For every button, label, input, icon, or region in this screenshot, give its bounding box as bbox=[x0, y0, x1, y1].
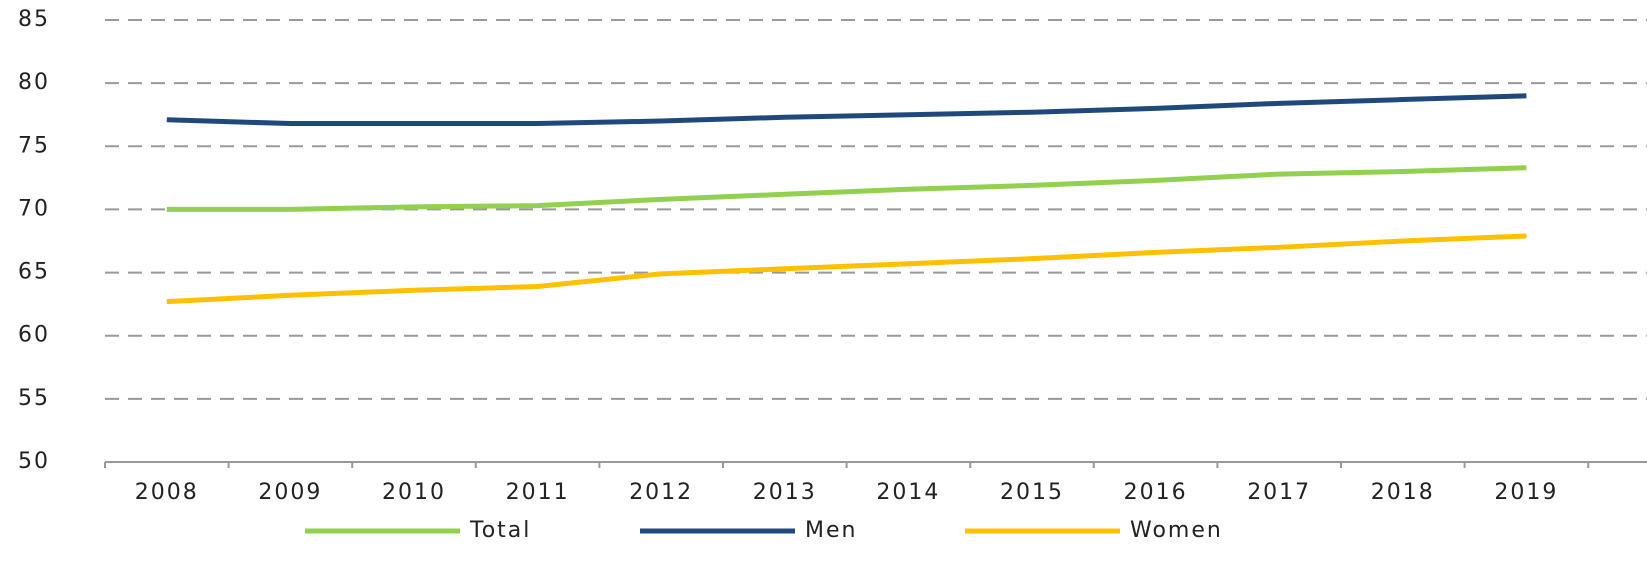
y-tick-label: 75 bbox=[18, 133, 50, 158]
y-tick-label: 60 bbox=[18, 323, 50, 348]
x-tick-label: 2016 bbox=[1124, 480, 1188, 505]
y-tick-label: 55 bbox=[18, 386, 50, 411]
legend-label: Total bbox=[469, 518, 531, 543]
series-line bbox=[166, 165, 1527, 212]
x-tick-label: 2011 bbox=[506, 480, 570, 505]
y-tick-label: 85 bbox=[18, 7, 50, 32]
series-line bbox=[166, 233, 1527, 305]
y-tick-label: 50 bbox=[18, 449, 50, 474]
x-tick-label: 2008 bbox=[135, 480, 199, 505]
x-tick-label: 2009 bbox=[258, 480, 322, 505]
x-tick-label: 2014 bbox=[876, 480, 940, 505]
x-tick-label: 2012 bbox=[629, 480, 693, 505]
x-tick-label: 2010 bbox=[382, 480, 446, 505]
legend-label: Men bbox=[805, 518, 857, 543]
series-line bbox=[166, 93, 1527, 127]
x-tick-label: 2017 bbox=[1247, 480, 1311, 505]
legend-label: Women bbox=[1130, 518, 1223, 543]
y-tick-label: 80 bbox=[18, 70, 50, 95]
x-tick-label: 2013 bbox=[753, 480, 817, 505]
x-tick-label: 2018 bbox=[1371, 480, 1435, 505]
x-tick-label: 2015 bbox=[1000, 480, 1064, 505]
y-tick-label: 70 bbox=[18, 196, 50, 221]
y-tick-label: 65 bbox=[18, 260, 50, 285]
x-tick-label: 2019 bbox=[1494, 480, 1558, 505]
